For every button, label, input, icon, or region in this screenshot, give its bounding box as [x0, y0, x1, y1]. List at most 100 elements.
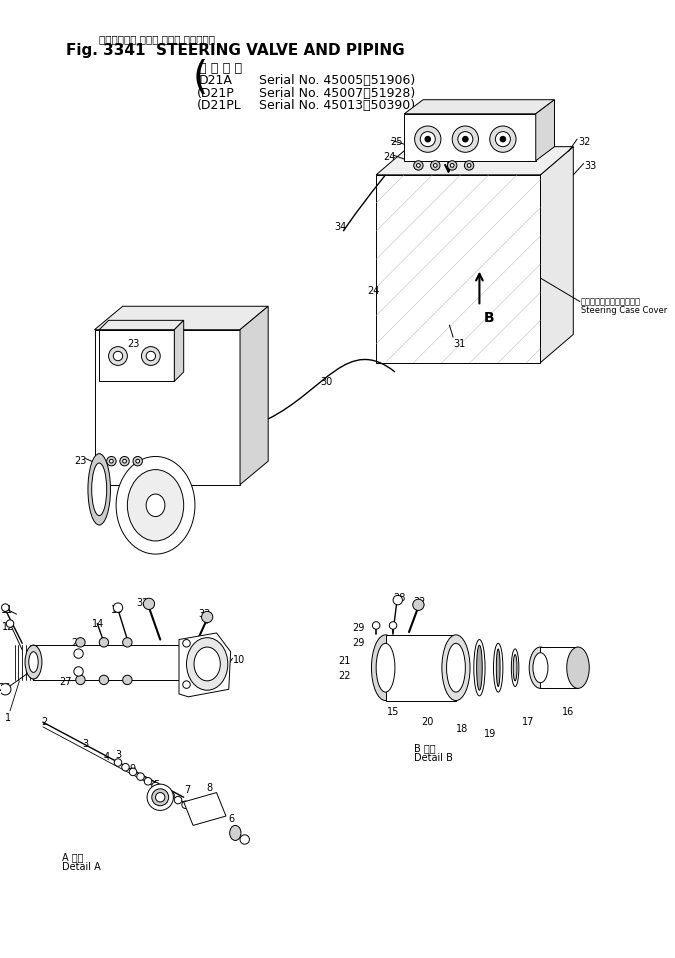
Text: 27: 27 [71, 638, 84, 648]
Ellipse shape [194, 647, 220, 681]
Text: 33: 33 [198, 609, 211, 620]
Circle shape [6, 620, 14, 627]
Text: 29: 29 [352, 623, 365, 632]
Ellipse shape [129, 768, 137, 776]
Ellipse shape [29, 651, 38, 673]
Polygon shape [376, 174, 541, 362]
Polygon shape [376, 147, 573, 174]
Ellipse shape [88, 454, 111, 525]
Text: 24: 24 [383, 152, 396, 162]
Circle shape [107, 456, 116, 466]
Text: 2: 2 [41, 718, 47, 727]
Ellipse shape [567, 647, 589, 689]
Text: 8: 8 [207, 784, 213, 793]
Circle shape [458, 131, 473, 147]
Text: 21: 21 [339, 656, 351, 667]
Text: Fig. 3341  STEERING VALVE AND PIPING: Fig. 3341 STEERING VALVE AND PIPING [66, 43, 405, 58]
Polygon shape [95, 307, 268, 330]
Polygon shape [404, 100, 555, 114]
Text: 30: 30 [320, 376, 332, 387]
Ellipse shape [159, 787, 167, 794]
Circle shape [373, 622, 380, 629]
Ellipse shape [529, 647, 551, 689]
Circle shape [433, 164, 437, 168]
Ellipse shape [147, 784, 173, 810]
Ellipse shape [493, 643, 503, 692]
Text: 22: 22 [339, 672, 351, 681]
Ellipse shape [182, 801, 189, 809]
Circle shape [74, 667, 83, 676]
Text: 12: 12 [1, 622, 14, 631]
Circle shape [414, 161, 423, 171]
Text: D21A: D21A [198, 75, 233, 87]
Text: 6: 6 [229, 814, 235, 824]
Text: 9: 9 [129, 764, 136, 774]
Ellipse shape [144, 778, 152, 785]
Text: 適 用 号 機: 適 用 号 機 [198, 62, 242, 75]
Text: 3: 3 [115, 750, 122, 761]
Text: 5: 5 [154, 781, 160, 790]
Ellipse shape [442, 635, 470, 700]
Circle shape [146, 352, 155, 361]
Text: 17: 17 [522, 717, 534, 726]
Circle shape [452, 126, 479, 152]
Ellipse shape [155, 792, 165, 802]
Text: 32: 32 [578, 137, 591, 148]
Text: A 詳細: A 詳細 [61, 852, 83, 861]
Circle shape [448, 161, 457, 171]
Ellipse shape [137, 773, 144, 781]
Text: 25: 25 [390, 137, 403, 148]
Ellipse shape [174, 796, 182, 804]
Circle shape [109, 459, 113, 463]
Circle shape [393, 596, 402, 604]
Ellipse shape [230, 826, 241, 840]
Text: 16: 16 [562, 707, 574, 718]
Ellipse shape [92, 463, 107, 515]
Circle shape [0, 684, 11, 695]
Circle shape [240, 834, 249, 844]
Circle shape [133, 456, 142, 466]
Text: 23: 23 [74, 456, 86, 467]
Circle shape [389, 622, 397, 629]
Polygon shape [34, 645, 184, 680]
Circle shape [123, 638, 132, 647]
Text: (: ( [193, 59, 208, 98]
Text: ステアリングケースカバー: ステアリングケースカバー [580, 297, 641, 306]
Ellipse shape [447, 643, 465, 692]
Text: 34: 34 [334, 221, 346, 232]
Circle shape [414, 126, 441, 152]
Text: 7: 7 [184, 785, 190, 795]
Text: 28: 28 [393, 593, 406, 603]
Text: Serial No. 45013～50390): Serial No. 45013～50390) [259, 99, 415, 112]
Polygon shape [174, 320, 184, 381]
Circle shape [99, 638, 109, 647]
Text: 32: 32 [137, 598, 149, 608]
Ellipse shape [25, 645, 42, 679]
Circle shape [183, 681, 190, 689]
Circle shape [202, 611, 213, 623]
Text: 15: 15 [387, 707, 400, 718]
Ellipse shape [114, 759, 121, 766]
Ellipse shape [474, 640, 485, 696]
Circle shape [421, 131, 435, 147]
Polygon shape [536, 100, 555, 161]
Ellipse shape [533, 652, 548, 683]
Circle shape [425, 136, 431, 142]
Polygon shape [99, 320, 184, 330]
Circle shape [462, 136, 468, 142]
Text: 3: 3 [82, 739, 88, 749]
Ellipse shape [128, 469, 184, 541]
Text: B 詳細: B 詳細 [414, 742, 435, 753]
Circle shape [99, 675, 109, 685]
Text: 31: 31 [453, 339, 465, 349]
Text: 1: 1 [5, 713, 11, 722]
Ellipse shape [186, 638, 228, 690]
Polygon shape [99, 330, 174, 381]
Text: 19: 19 [484, 729, 496, 739]
Circle shape [416, 164, 421, 168]
Text: (D21PL: (D21PL [197, 99, 242, 112]
Circle shape [109, 347, 128, 365]
Polygon shape [385, 635, 456, 700]
Text: ステアリング バルブ および パイピング: ステアリング バルブ および パイピング [99, 34, 215, 44]
Ellipse shape [512, 649, 519, 687]
